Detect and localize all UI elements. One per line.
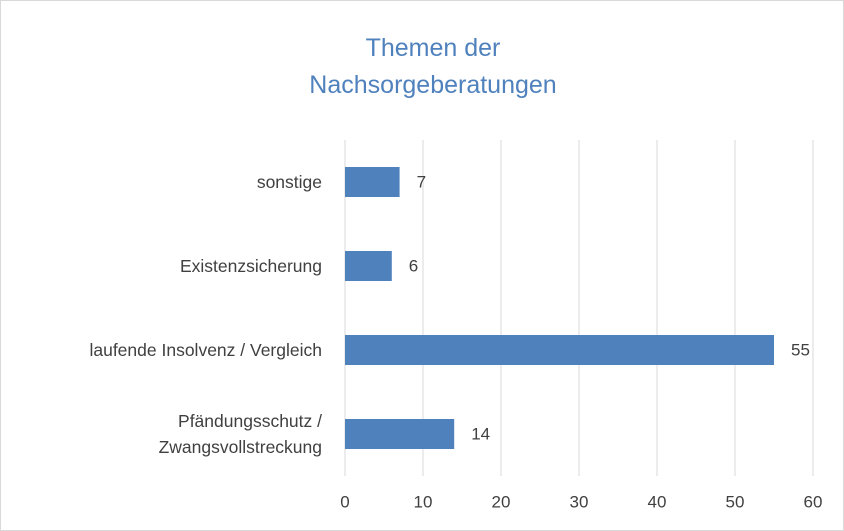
x-tick-label: 10 <box>414 492 433 511</box>
x-tick-label: 40 <box>648 492 667 511</box>
bar <box>345 167 400 197</box>
data-label: 7 <box>417 172 426 191</box>
x-tick-label: 0 <box>340 492 349 511</box>
x-tick-label: 50 <box>726 492 745 511</box>
y-tick-label: Pfändungsschutz / Zwangsvollstreckung <box>158 411 322 457</box>
data-label: 14 <box>471 424 490 443</box>
x-tick-label: 30 <box>570 492 589 511</box>
data-label: 6 <box>409 256 418 275</box>
x-tick-label: 60 <box>804 492 823 511</box>
data-label: 55 <box>791 340 810 359</box>
y-tick-label: Existenzsicherung <box>179 256 322 276</box>
x-tick-label: 20 <box>492 492 511 511</box>
bar <box>345 419 455 449</box>
y-tick-label: sonstige <box>256 172 322 192</box>
bar <box>345 335 774 365</box>
y-tick-label: laufende Insolvenz / Vergleich <box>89 340 322 360</box>
bar <box>345 251 392 281</box>
chart-title: Themen der Nachsorgeberatungen <box>309 34 557 99</box>
